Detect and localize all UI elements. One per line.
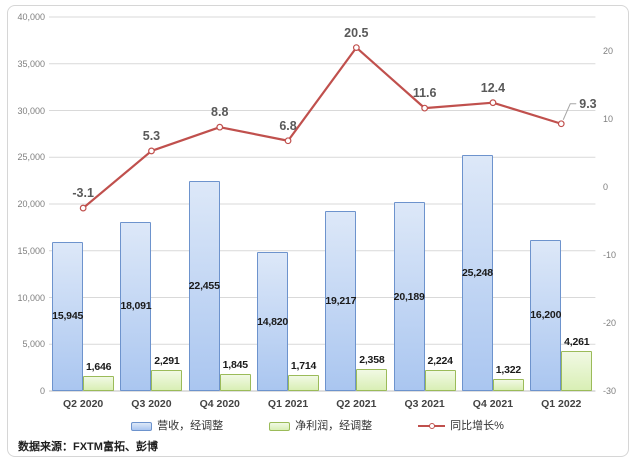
- growth-point-marker: [284, 137, 292, 145]
- bar-revenue: [257, 252, 289, 391]
- revenue-value-label: 15,945: [52, 310, 84, 323]
- category-label: Q3 2021: [404, 398, 445, 410]
- category-label: Q1 2022: [541, 398, 582, 410]
- profit-value-label: 1,646: [86, 360, 112, 373]
- category-label: Q2 2020: [62, 398, 104, 410]
- category-label: Q2 2021: [336, 398, 377, 410]
- bar-revenue: [120, 221, 152, 391]
- right-axis-tick-label: -30: [603, 386, 617, 396]
- growth-point-marker: [148, 147, 155, 155]
- legend-label-profit: 净利润，经调整: [295, 420, 373, 432]
- growth-point-marker: [352, 44, 360, 51]
- bar-profit: [561, 351, 593, 391]
- growth-value-label: 11.6: [412, 86, 437, 101]
- category-label: Q1 2021: [267, 398, 309, 410]
- right-axis-tick-label: -20: [603, 318, 617, 328]
- growth-value-label: 8.8: [211, 105, 229, 120]
- profit-swatch-icon: [269, 421, 291, 431]
- revenue-value-label: 14,820: [257, 315, 289, 328]
- bar-revenue: [325, 211, 357, 391]
- profit-value-label: 4,261: [564, 336, 590, 349]
- bar-profit: [492, 378, 524, 391]
- category-label: Q4 2021: [472, 398, 514, 410]
- growth-point-marker: [79, 204, 87, 212]
- right-axis-tick-label: 20: [603, 46, 614, 56]
- legend-item-revenue: 营收，经调整: [131, 419, 223, 433]
- legend-item-growth: 同比增长%: [418, 419, 504, 433]
- profit-value-label: 1,845: [222, 358, 248, 371]
- bar-revenue: [393, 202, 425, 391]
- growth-value-label: 12.4: [480, 80, 506, 95]
- revenue-value-label: 19,217: [325, 295, 357, 308]
- revenue-swatch-icon: [131, 421, 153, 431]
- category-label: Q3 2020: [131, 398, 172, 410]
- revenue-value-label: 25,248: [461, 266, 493, 279]
- bar-revenue: [461, 154, 493, 391]
- profit-value-label: 2,291: [154, 354, 180, 367]
- growth-value-label: 20.5: [344, 25, 369, 40]
- growth-line: [82, 46, 562, 209]
- growth-point-marker: [489, 99, 497, 107]
- bar-profit: [151, 369, 183, 391]
- left-axis-tick-label: 15,000: [17, 245, 45, 256]
- chart-legend: 营收，经调整 净利润，经调整 同比增长%: [0, 419, 635, 433]
- bar-profit: [83, 375, 115, 391]
- bar-revenue: [530, 239, 562, 391]
- left-axis-tick-label: 10,000: [17, 292, 45, 303]
- left-axis-tick-label: 25,000: [17, 152, 45, 163]
- growth-value-label: 6.8: [279, 118, 297, 133]
- growth-value-label: 9.3: [579, 96, 597, 111]
- revenue-value-label: 18,091: [120, 300, 152, 313]
- profit-value-label: 1,714: [290, 359, 317, 372]
- left-axis-tick-label: 35,000: [17, 58, 45, 69]
- left-axis-tick-label: 30,000: [17, 105, 45, 116]
- growth-dot-icon: [428, 423, 435, 429]
- revenue-value-label: 16,200: [530, 309, 562, 322]
- bar-profit: [424, 370, 456, 391]
- category-label: Q4 2020: [199, 398, 240, 410]
- bar-profit: [219, 373, 251, 391]
- growth-point-marker: [216, 123, 224, 131]
- right-axis-tick-label: 0: [603, 182, 609, 192]
- growth-value-label: 5.3: [142, 128, 161, 143]
- revenue-value-label: 20,189: [393, 290, 425, 303]
- label-leader-line: [562, 103, 577, 120]
- right-axis-tick-label: -10: [603, 250, 617, 260]
- legend-item-profit: 净利润，经调整: [269, 419, 372, 433]
- bar-profit: [356, 368, 388, 391]
- right-axis-tick-label: 10: [603, 114, 614, 124]
- growth-point-marker: [421, 104, 429, 112]
- left-axis-tick-label: 5,000: [22, 339, 45, 350]
- source-note: 数据来源：FXTM富拓、彭博: [18, 441, 158, 453]
- profit-value-label: 1,322: [495, 363, 522, 376]
- profit-value-label: 2,224: [427, 355, 453, 368]
- bar-profit: [288, 374, 320, 391]
- left-axis-tick-label: 40,000: [17, 12, 45, 22]
- legend-label-growth: 同比增长%: [450, 420, 504, 432]
- profit-value-label: 2,358: [359, 353, 385, 366]
- legend-label-revenue: 营收，经调整: [157, 420, 224, 432]
- left-axis-tick-label: 20,000: [17, 199, 45, 209]
- bar-revenue: [52, 241, 84, 391]
- bar-revenue: [188, 181, 220, 391]
- left-axis-tick-label: 0: [39, 386, 45, 396]
- revenue-value-label: 22,455: [188, 280, 220, 293]
- growth-value-label: -3.1: [72, 186, 94, 201]
- growth-line-marker-icon: [418, 423, 446, 429]
- growth-point-marker: [557, 120, 565, 128]
